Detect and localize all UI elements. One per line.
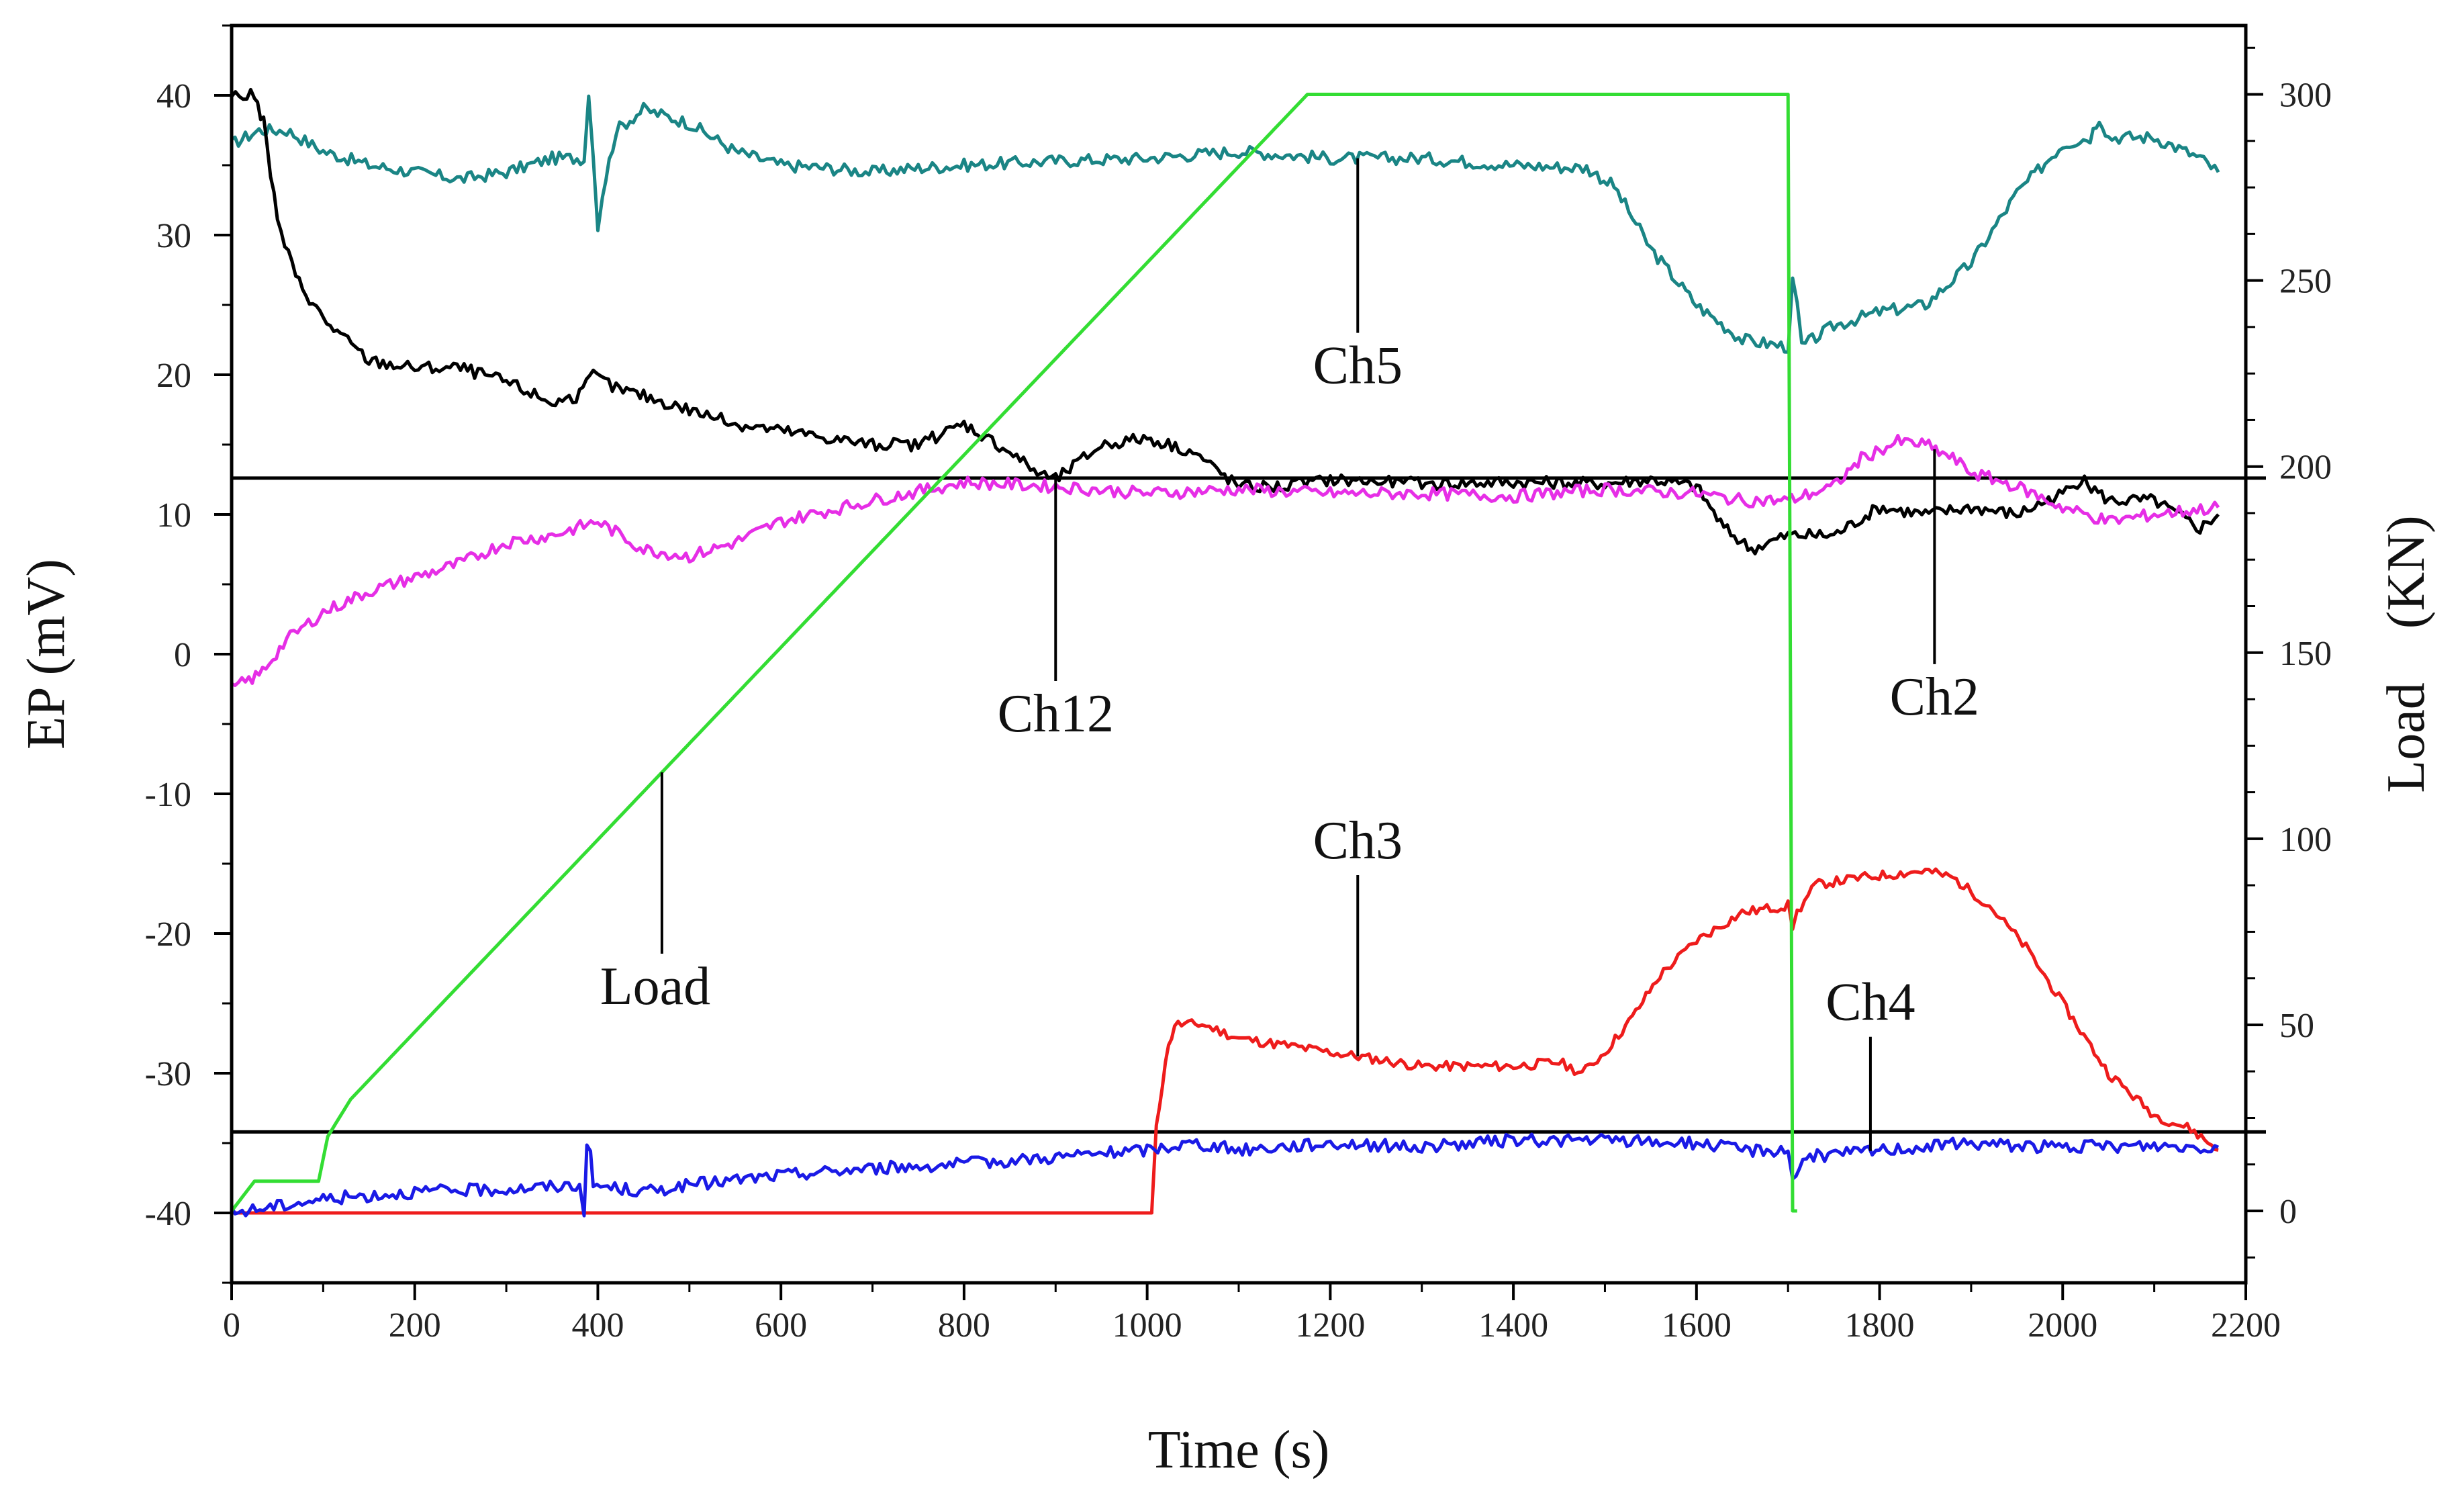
y2-tick-label-150: 150 [2279, 635, 2332, 673]
y-axis-title: EP (mV) [17, 559, 76, 750]
axes: 0 200 400 600 800 1000 1200 1400 1600 1800 2000 220… [145, 24, 2332, 1345]
y2-tick-label-300: 300 [2279, 77, 2332, 115]
x-tick-label-1400: 1400 [1478, 1306, 1548, 1345]
series-label-ch2: Ch2 [1890, 668, 1979, 727]
x-axis-title: Time (s) [1148, 1420, 1329, 1480]
series-line-ch4 [230, 1132, 2220, 1218]
y2-tick-label-250: 250 [2279, 263, 2332, 301]
y-tick-label-10: 10 [156, 496, 191, 535]
x-tick-label-1800: 1800 [1845, 1306, 1915, 1345]
series-line-ch2 [230, 434, 2220, 687]
y2-tick-label-50: 50 [2279, 1007, 2314, 1045]
plot-frame [230, 24, 2248, 1285]
series-label-load: Load [600, 957, 710, 1016]
series-line-ch3 [232, 867, 2219, 1215]
x-tick-label-200: 200 [389, 1306, 441, 1345]
series-label-ch3: Ch3 [1313, 811, 1403, 870]
x-tick-label-0: 0 [223, 1306, 240, 1345]
series-label-ch4: Ch4 [1826, 973, 1915, 1032]
x-tick-label-2200: 2200 [2211, 1306, 2281, 1345]
x-tick-label-1000: 1000 [1112, 1306, 1182, 1345]
y-tick-label--40: -40 [145, 1195, 191, 1233]
y-tick-label--30: -30 [145, 1055, 191, 1093]
y2-axis-title: Load (KN) [2377, 515, 2436, 792]
series-label-ch5: Ch5 [1313, 336, 1403, 396]
y-tick-label--20: -20 [145, 915, 191, 954]
y-tick-label-20: 20 [156, 357, 191, 395]
x-tick-label-1200: 1200 [1295, 1306, 1365, 1345]
x-tick-label-2000: 2000 [2028, 1306, 2097, 1345]
y-tick-label-0: 0 [174, 636, 191, 674]
x-tick-label-1600: 1600 [1662, 1306, 1732, 1345]
y-tick-label-30: 30 [156, 217, 191, 255]
x-tick-label-600: 600 [755, 1306, 807, 1345]
series-lines [230, 87, 2220, 1218]
series-line-ch5 [230, 94, 2220, 354]
x-tick-label-400: 400 [571, 1306, 624, 1345]
reference-lines [232, 476, 2266, 1134]
y2-tick-label-100: 100 [2279, 821, 2332, 859]
series-annotations: Ch5 Ch12 Ch2 Ch3 Ch4 Load [600, 158, 1979, 1151]
series-line-load [230, 93, 1797, 1213]
x-tick-label-800: 800 [938, 1306, 990, 1345]
y-tick-label-40: 40 [156, 77, 191, 116]
y2-tick-label-200: 200 [2279, 449, 2332, 487]
series-label-ch12: Ch12 [998, 684, 1114, 743]
y-tick-label--10: -10 [145, 776, 191, 814]
y2-tick-label-0: 0 [2279, 1193, 2297, 1231]
series-line-ch12 [230, 87, 2220, 555]
